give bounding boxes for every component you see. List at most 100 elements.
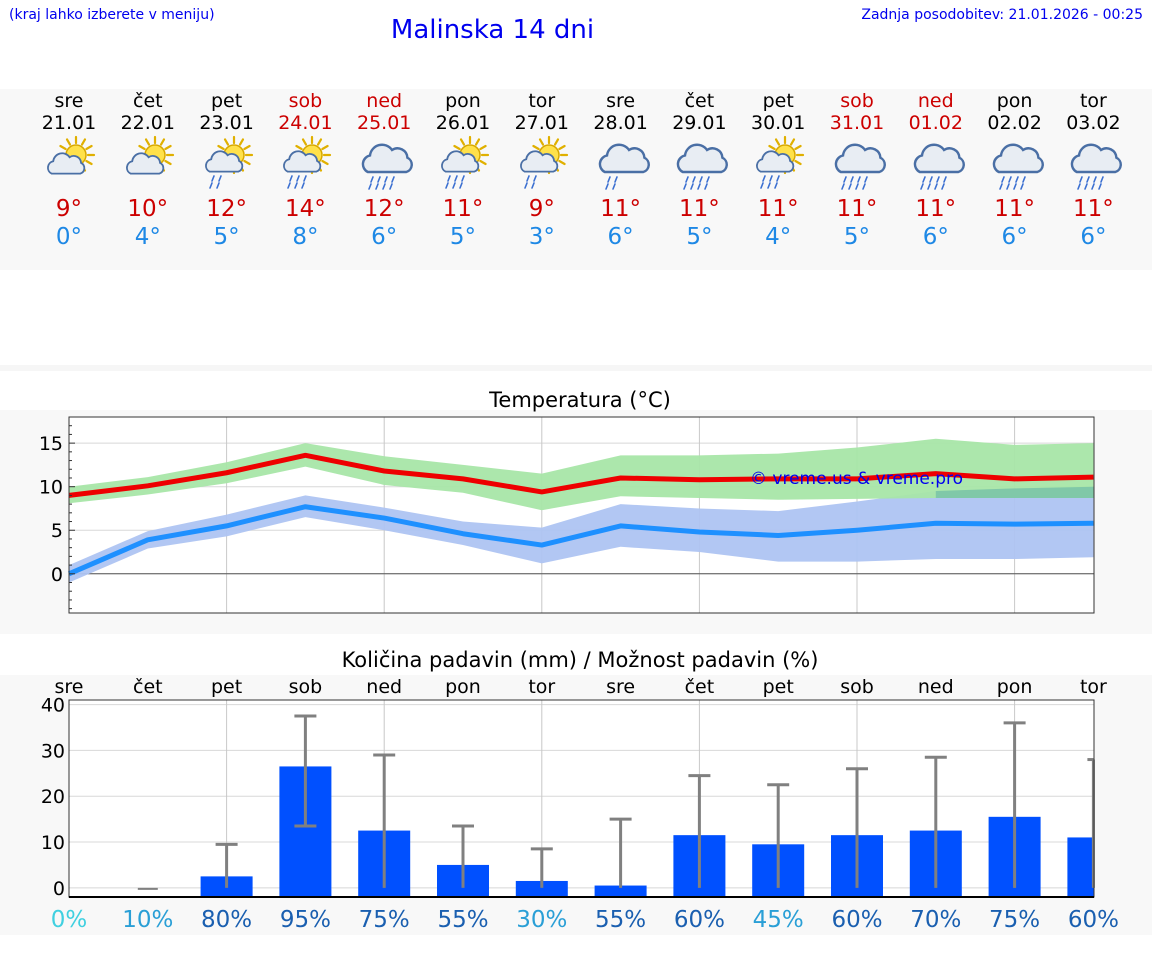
rain-drop [843,176,847,183]
sun-ray [138,144,146,151]
cloud-shape [361,143,414,174]
rain-drop [690,183,695,190]
day-column: čet 29.01 11° 5° [660,89,738,251]
cloud-rain-icon [834,143,886,190]
rain-drop [1093,176,1098,183]
day-label: pon [997,676,1033,698]
cloud [441,150,480,173]
precip-chance: 55% [437,907,488,933]
cloud-shape [756,150,795,173]
rain-drop [287,182,292,189]
rain-drop [998,183,1003,190]
day-date: 30.01 [750,112,806,134]
cloud-shape [598,143,650,174]
sun-ray [80,138,87,146]
sun-ray [474,138,481,146]
temp-min: 6° [607,224,634,250]
day-column: čet 22.01 10° 4° [109,89,187,251]
day-label: ned [366,676,402,698]
day-label: sob [289,676,323,698]
day-label: pet [763,676,794,698]
sun-ray [65,138,72,146]
cloud-shape [519,150,558,173]
precip-chance: 75% [989,907,1040,933]
overlap-band [935,486,1094,499]
sun-ray [295,144,304,151]
cloud [283,150,322,173]
precipitation-chart-title: Količina padavin (mm) / Možnost padavin … [341,648,819,672]
temp-max: 9° [55,196,83,222]
rain-drop [532,175,537,182]
min-temp-line [68,504,1094,577]
day-date: 28.01 [593,112,648,134]
sun-cloud-rain-icon [756,135,805,189]
rain-drop [926,183,931,190]
sun-ray [479,159,487,166]
precip-chance: 60% [674,907,725,933]
day-column: sre 28.01 11° 6° [582,89,660,251]
sun-ray [453,144,461,151]
temp-max: 11° [679,196,720,222]
precip-chance: 95% [280,907,331,933]
rain-drop [1005,183,1010,190]
temp-min: 4° [134,224,161,250]
rain-drop [384,176,388,183]
day-name: tor [1079,90,1107,112]
rain-drop [613,176,618,183]
rain-drop [447,175,451,182]
temp-min: 5° [843,224,871,250]
day-column: pet 23.01 12° 5° [188,89,266,251]
rain-drop [1000,176,1005,183]
precipitation-chart: sre čet pet sob ned pon tor sre čet pet sob ned pon t… [41,676,1119,933]
day-label: sre [606,676,635,698]
sun-cloud-light-rain-icon [519,135,568,189]
day-column: tor 03.02 11° 6° [1054,89,1132,251]
rain-drop [697,183,702,190]
sun-ray [532,144,540,151]
day-date: 03.02 [1066,112,1121,134]
rain-drop [1019,183,1024,190]
day-date: 26.01 [435,112,491,134]
max-temp-band [69,438,1094,511]
rain-drop [301,182,306,189]
day-date: 25.01 [356,112,412,134]
temp-min: 4° [765,224,792,250]
sun-ray [794,159,802,166]
rain-drop [368,183,372,190]
precip-chance: 45% [753,907,804,933]
rain-drop [525,175,530,182]
precip-chance: 55% [595,907,646,933]
temp-max: 11° [600,196,641,222]
sun-cloud-rain-icon [283,135,332,189]
precip-chance: 70% [910,907,961,933]
rain-drop [848,183,852,190]
sun-ray [558,144,566,151]
sun-ray [459,138,466,146]
cloud-shape [441,150,480,173]
temp-min: 5° [213,224,240,250]
rain-drop [294,182,299,189]
day-label: pon [445,676,481,698]
sun-ray [302,138,308,146]
rain-drop [452,182,456,189]
rain-drop [523,182,528,189]
temp-max: 11° [994,196,1035,222]
day-name: čet [684,90,715,112]
sun-ray [242,144,251,151]
rain-drop [862,183,866,190]
rain-drop [1077,183,1082,190]
last-update: Zadnja posodobitev: 21.01.2026 - 00:25 [861,7,1143,23]
rain-drop [769,175,773,182]
day-column: ned 01.02 11° 6° [897,89,975,251]
cloud-rain-icon [1071,143,1123,190]
day-label: čet [685,676,715,698]
day-date: 23.01 [199,112,254,134]
rain-drop [685,176,690,183]
precip-chance: 60% [1068,907,1119,933]
rain-drop [303,175,308,182]
day-label: tor [528,676,555,698]
rain-drop [940,183,945,190]
daily-forecast-strip: sre 21.01 9° 0° čet 22.01 10° 4° pet 23.01 12° 5° so… [0,89,1152,270]
rain-drop [611,183,616,190]
cloud-shape [283,150,322,173]
